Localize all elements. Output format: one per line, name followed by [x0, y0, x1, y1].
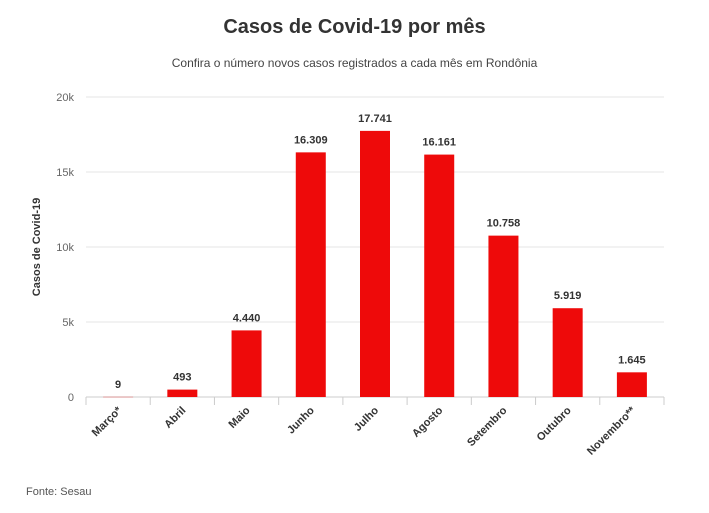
x-tick-label-3: Junho — [285, 404, 317, 436]
x-tick-label-1: Abril — [162, 405, 188, 431]
y-tick-label-2: 10k — [56, 242, 74, 254]
y-tick-label-4: 20k — [56, 92, 74, 104]
data-label-7: 5.919 — [554, 290, 582, 302]
y-axis-label: Casos de Covid-19 — [31, 198, 43, 296]
x-tick-label-6: Setembro — [465, 404, 510, 449]
data-label-1: 493 — [173, 372, 191, 384]
bar-1 — [167, 389, 198, 397]
x-tick-label-0: Março* — [90, 404, 125, 439]
bar-8 — [616, 372, 647, 397]
bar-2 — [231, 330, 262, 397]
bar-5 — [424, 154, 455, 397]
bar-6 — [488, 235, 519, 397]
x-tick-label-8: Novembro** — [585, 404, 639, 458]
bar-3 — [295, 152, 326, 397]
y-tick-label-0: 0 — [68, 392, 74, 404]
data-label-4: 17.741 — [358, 113, 392, 125]
data-label-6: 10.758 — [487, 218, 521, 230]
y-tick-label-3: 15k — [56, 167, 74, 179]
x-tick-label-4: Julho — [352, 404, 381, 433]
bar-7 — [552, 308, 583, 397]
data-label-2: 4.440 — [233, 312, 261, 324]
x-tick-label-5: Agosto — [410, 404, 445, 439]
data-label-3: 16.309 — [294, 134, 328, 146]
chart-title: Casos de Covid-19 por mês — [223, 16, 486, 38]
data-label-8: 1.645 — [618, 354, 646, 366]
bar-4 — [360, 130, 390, 397]
source-note: Fonte: Sesau — [26, 486, 92, 498]
x-tick-label-2: Maio — [226, 404, 252, 430]
y-tick-label-1: 5k — [62, 317, 74, 329]
data-label-5: 16.161 — [422, 137, 456, 149]
x-tick-label-7: Outubro — [535, 404, 574, 443]
chart-subtitle: Confira o número novos casos registrados… — [171, 56, 538, 70]
data-label-0: 9 — [115, 379, 121, 391]
